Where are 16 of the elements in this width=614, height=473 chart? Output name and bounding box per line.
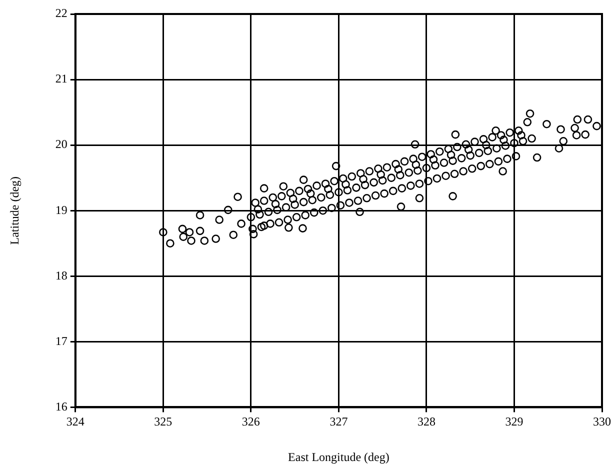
x-tick-label: 324	[66, 414, 84, 429]
x-tick-label: 330	[593, 414, 611, 429]
y-tick-label: 20	[55, 137, 68, 152]
x-tick-label: 328	[417, 414, 436, 429]
y-tick-label: 17	[55, 334, 68, 348]
x-tick-label: 329	[505, 414, 524, 429]
x-tick-label: 326	[242, 414, 260, 429]
x-tick-label: 325	[154, 414, 172, 429]
x-axis-title: East Longitude (deg)	[288, 450, 390, 464]
y-tick-label: 16	[55, 399, 68, 414]
x-tick-label: 327	[330, 414, 348, 429]
y-tick-label: 19	[55, 202, 68, 217]
y-tick-label: 18	[55, 268, 68, 282]
y-axis-title: Latitude (deg)	[7, 176, 22, 245]
y-tick-label: 21	[55, 72, 68, 86]
y-tick-label: 22	[55, 6, 68, 20]
